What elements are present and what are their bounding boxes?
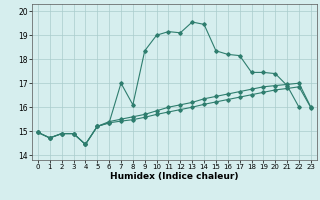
X-axis label: Humidex (Indice chaleur): Humidex (Indice chaleur) xyxy=(110,172,239,181)
